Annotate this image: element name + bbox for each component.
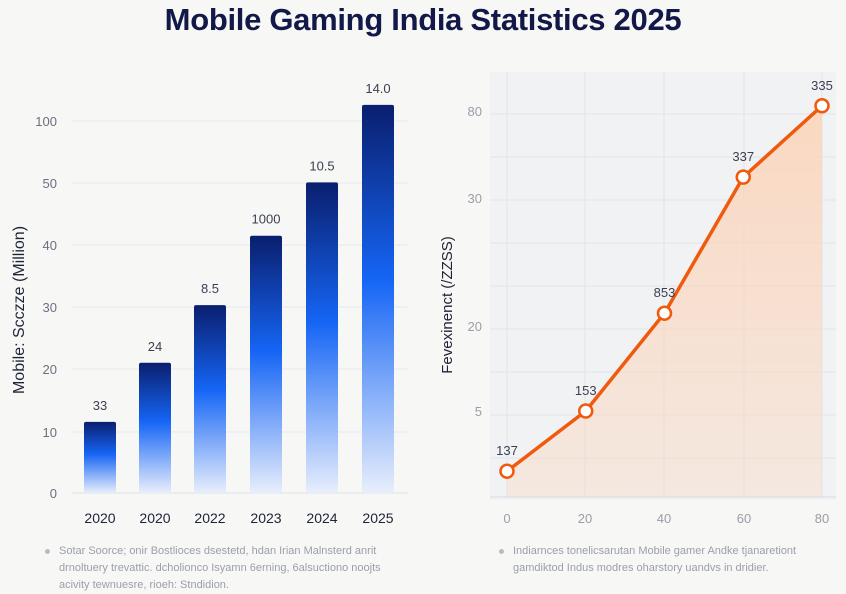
bar-chart: 0 10 20 30 40 50 100 33 2020 24 2020 8.5 2022 1000 202… [11,81,408,526]
x-tick-label: 0 [503,511,510,526]
x-tick-label: 40 [657,511,671,526]
footnote-line: acivity tewnuesre, rioeh: Stndidion. [59,579,229,591]
data-point [735,169,751,185]
y-tick-label: 20 [468,319,482,334]
footnote-line: gamdiktod Indus modres oharstory uandvs … [513,562,769,574]
bar [139,362,171,493]
x-tick-label: 2025 [362,510,393,526]
bar [84,421,116,493]
y-tick-label: 5 [475,404,482,419]
data-label: 1000 [252,212,281,227]
x-tick-label: 2023 [250,510,281,526]
x-tick-label: 80 [815,511,829,526]
y-tick-label: 50 [43,176,57,191]
data-label: 137 [496,443,518,458]
y-tick-label: 0 [50,486,57,501]
bar [250,235,282,493]
data-point [578,403,594,419]
bar [194,305,226,493]
y-tick-label: 30 [43,300,57,315]
y-tick-label: 80 [468,104,482,119]
x-tick-label: 60 [737,511,751,526]
data-label: 853 [654,285,676,300]
x-tick-label: 2020 [139,510,170,526]
data-label: 14.0 [365,81,390,96]
data-label: 335 [811,78,833,93]
data-label: 24 [148,339,162,354]
data-label: 33 [93,398,107,413]
data-label: 153 [575,383,597,398]
bullet-icon [499,549,504,554]
bar [306,182,338,493]
y-tick-label: 20 [43,362,57,377]
x-tick-label: 20 [578,511,592,526]
data-label: 8.5 [201,281,219,296]
footnote-line: Indiarnces tonelicsarutan Mobile gamer A… [513,545,797,557]
x-tick-label: 2022 [194,510,225,526]
chart-title: Mobile Gaming India Statistics 2025 [164,2,682,37]
bullet-icon [45,549,50,554]
x-tick-label: 2024 [306,510,337,526]
data-label: 337 [732,149,754,164]
y-tick-label: 10 [43,425,57,440]
y-tick-label: 30 [468,191,482,206]
data-point [499,463,515,479]
bar [362,104,394,493]
area-fill [507,105,822,497]
footnote-right: Indiarnces tonelicsarutan Mobile gamer A… [499,543,843,577]
y-axis-label: Fevexinenct (/ZZSS) [439,236,456,374]
line-chart: 5 20 30 80 137 153 853 337 335 0 20 40 60 80 Fevexinen… [439,72,836,526]
footnote-line: drnoltuery trevattic. dcholionco Isyamn … [59,562,381,574]
y-axis-label: Mobile: Scczze (Million) [11,226,28,394]
y-tick-label: 100 [35,114,57,129]
footnote-left: Sotar Soorce; onir Bostlioces dsestetd, … [45,543,439,594]
data-point [656,305,673,321]
x-tick-label: 2020 [84,510,115,526]
data-point [814,98,830,114]
y-tick-label: 40 [43,238,57,253]
data-label: 10.5 [309,158,334,173]
footnote-line: Sotar Soorce; onir Bostlioces dsestetd, … [59,545,377,557]
